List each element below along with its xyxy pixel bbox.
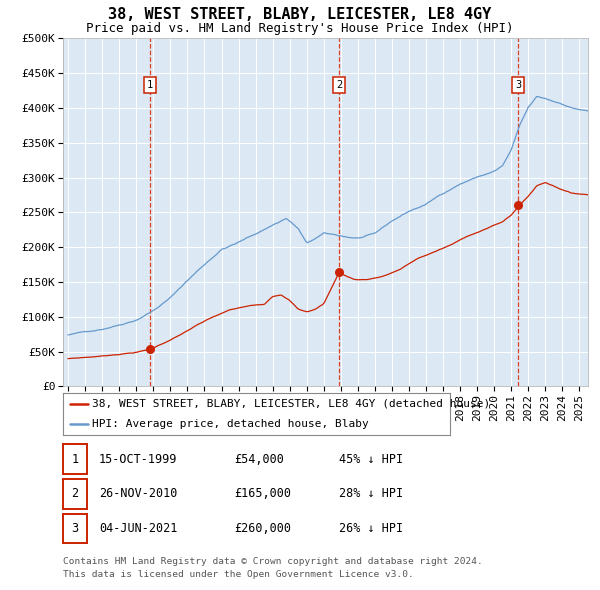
Text: £165,000: £165,000 <box>234 487 291 500</box>
Text: 26% ↓ HPI: 26% ↓ HPI <box>339 522 403 535</box>
Text: 1: 1 <box>146 80 153 90</box>
Text: 1: 1 <box>71 453 79 466</box>
Text: 15-OCT-1999: 15-OCT-1999 <box>99 453 178 466</box>
Text: 2: 2 <box>336 80 342 90</box>
Text: Price paid vs. HM Land Registry's House Price Index (HPI): Price paid vs. HM Land Registry's House … <box>86 22 514 35</box>
Text: 38, WEST STREET, BLABY, LEICESTER, LE8 4GY: 38, WEST STREET, BLABY, LEICESTER, LE8 4… <box>109 7 491 22</box>
Text: £260,000: £260,000 <box>234 522 291 535</box>
Text: 3: 3 <box>515 80 521 90</box>
Text: 45% ↓ HPI: 45% ↓ HPI <box>339 453 403 466</box>
Text: Contains HM Land Registry data © Crown copyright and database right 2024.: Contains HM Land Registry data © Crown c… <box>63 558 483 566</box>
Text: 3: 3 <box>71 522 79 535</box>
Text: 04-JUN-2021: 04-JUN-2021 <box>99 522 178 535</box>
Text: 38, WEST STREET, BLABY, LEICESTER, LE8 4GY (detached house): 38, WEST STREET, BLABY, LEICESTER, LE8 4… <box>92 399 490 409</box>
Text: £54,000: £54,000 <box>234 453 284 466</box>
Text: 2: 2 <box>71 487 79 500</box>
Text: 26-NOV-2010: 26-NOV-2010 <box>99 487 178 500</box>
Text: HPI: Average price, detached house, Blaby: HPI: Average price, detached house, Blab… <box>92 419 369 430</box>
Text: This data is licensed under the Open Government Licence v3.0.: This data is licensed under the Open Gov… <box>63 571 414 579</box>
Text: 28% ↓ HPI: 28% ↓ HPI <box>339 487 403 500</box>
